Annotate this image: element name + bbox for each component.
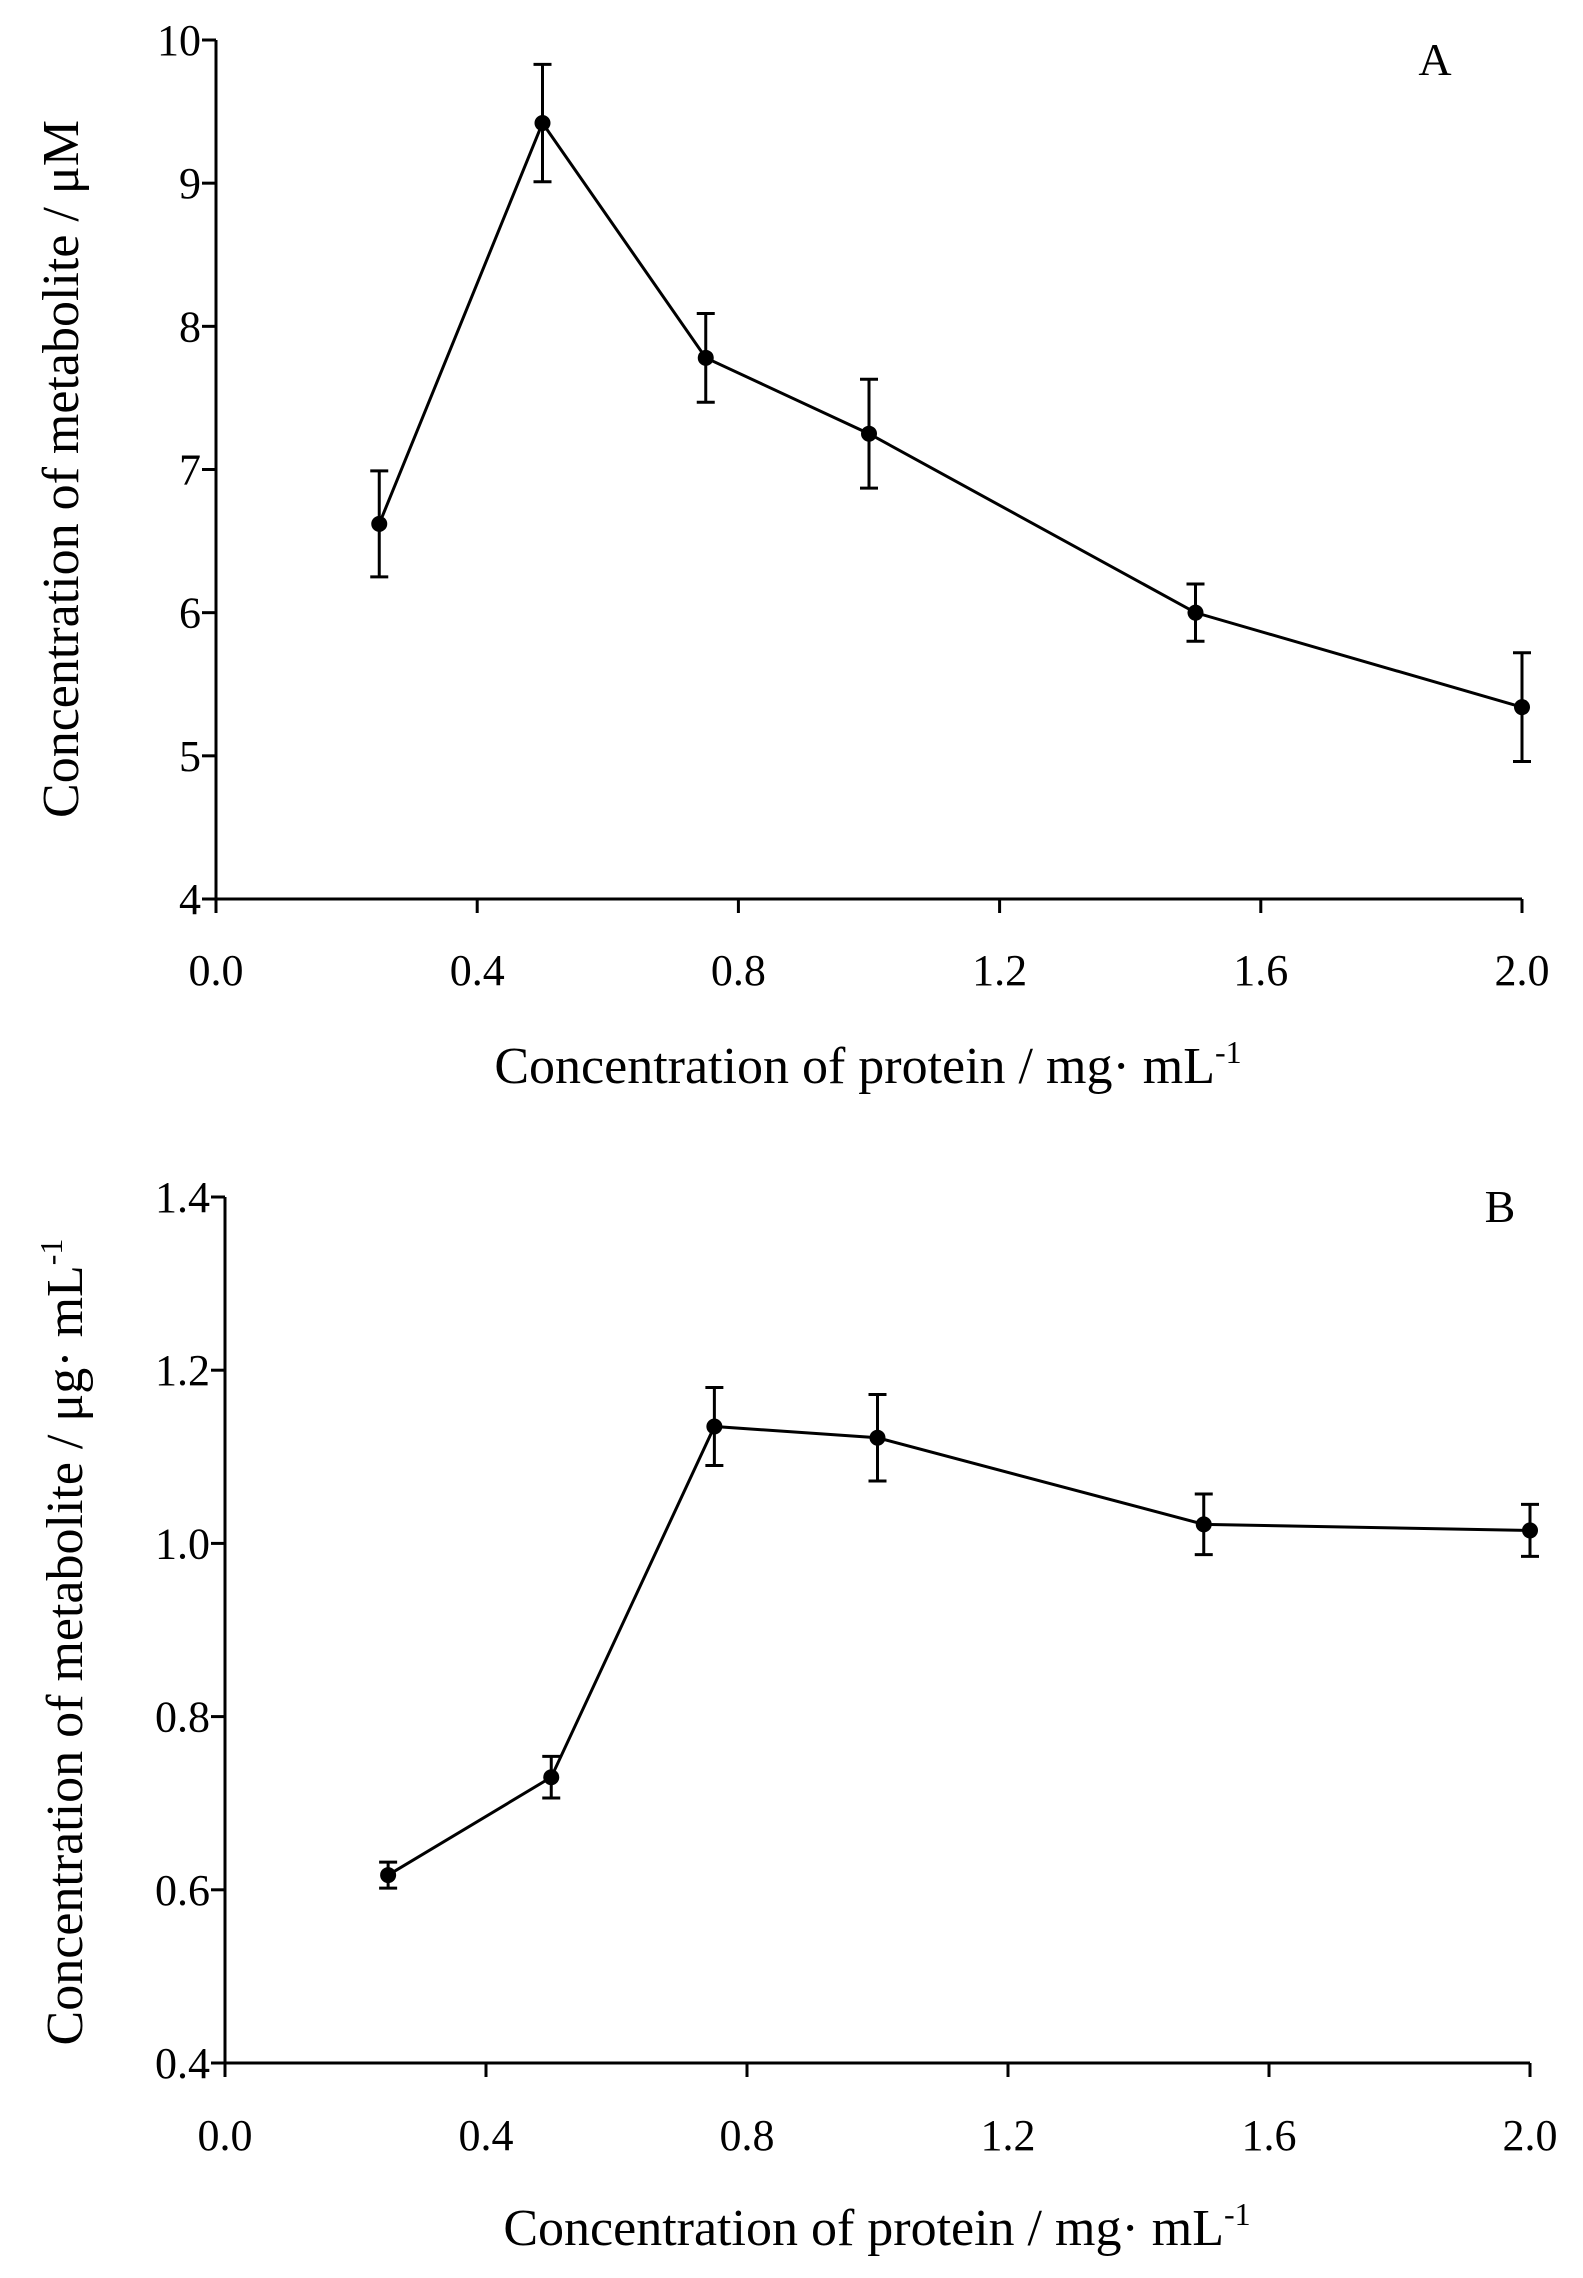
panel-label: A <box>1418 34 1451 85</box>
y-tick-label: 1.4 <box>155 1173 210 1222</box>
x-tick-label: 1.2 <box>981 2111 1036 2160</box>
y-axis-title: Concentration of metabolite / μM <box>33 120 90 818</box>
y-tick-label: 7 <box>179 446 201 495</box>
y-tick-label: 1.0 <box>155 1519 210 1568</box>
data-point <box>706 1418 723 1435</box>
data-point <box>861 425 877 442</box>
x-tick-label: 0.4 <box>450 946 505 995</box>
x-tick-label: 1.6 <box>1233 946 1288 995</box>
y-tick-label: 6 <box>179 589 201 638</box>
x-tick-label: 1.2 <box>972 946 1027 995</box>
panel-b: 0.0 0.4 0.8 1.2 1.6 2.0 0.4 0.6 0.8 1.0 1.2 1.4 Conc… <box>33 1173 1558 2257</box>
data-point <box>869 1429 886 1446</box>
x-tick-label: 2.0 <box>1495 946 1550 995</box>
y-tick-label: 10 <box>157 16 201 65</box>
x-tick-label: 1.6 <box>1242 2111 1297 2160</box>
x-tick-label: 2.0 <box>1503 2111 1558 2160</box>
y-axis-title: Concentration of metabolite / μg· mL-1 <box>33 1239 94 2046</box>
series-line <box>377 119 1523 709</box>
y-tick-label: 0.8 <box>155 1693 210 1742</box>
x-axis-title: Concentration of protein / mg· mL-1 <box>494 1034 1241 1095</box>
panel-a: 0.0 0.4 0.8 1.2 1.6 2.0 4 5 6 7 8 9 10 Concentration … <box>33 16 1550 1095</box>
y-tick-label: 9 <box>179 159 201 208</box>
data-point <box>1514 699 1530 716</box>
y-tick-label: 1.2 <box>155 1346 210 1395</box>
data-point <box>1187 604 1204 621</box>
series-line <box>387 1424 1531 1877</box>
panel-label: B <box>1485 1181 1516 1232</box>
x-tick-label: 0.0 <box>189 946 244 995</box>
y-tick-label: 0.6 <box>155 1866 210 1915</box>
x-tick-label: 0.0 <box>198 2111 253 2160</box>
data-point <box>543 1769 560 1786</box>
data-point <box>1195 1516 1212 1533</box>
data-point <box>380 1867 397 1884</box>
x-tick-label: 0.4 <box>459 2111 514 2160</box>
data-point <box>371 515 388 532</box>
y-tick-label: 8 <box>179 302 201 351</box>
x-axis-title: Concentration of protein / mg· mL-1 <box>503 2196 1250 2257</box>
data-point <box>1522 1522 1538 1539</box>
x-tick-label: 0.8 <box>711 946 766 995</box>
y-tick-label: 5 <box>179 732 201 781</box>
data-point <box>534 115 551 132</box>
y-tick-label: 4 <box>179 875 201 924</box>
data-point <box>697 349 714 366</box>
x-tick-label: 0.8 <box>720 2111 775 2160</box>
y-tick-label: 0.4 <box>155 2039 210 2088</box>
